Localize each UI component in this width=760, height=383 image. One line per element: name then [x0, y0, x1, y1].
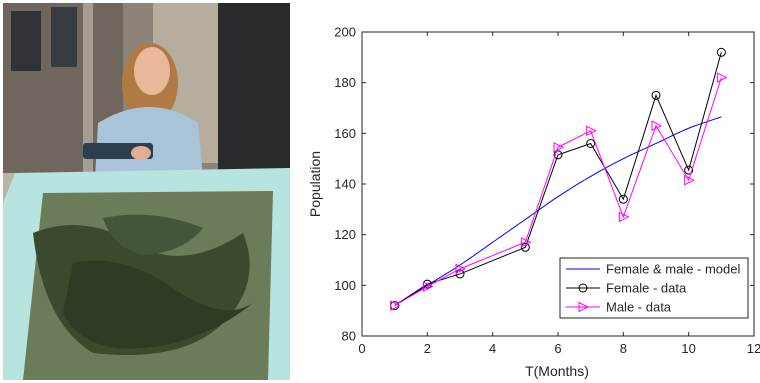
- y-axis-ticks: 80 100 120 140 160 180 200: [334, 25, 754, 344]
- series-line: [394, 116, 722, 307]
- data-point-triangle: [578, 301, 590, 313]
- data-point-circle: [586, 138, 596, 148]
- chart-legend: Female & male - model Female - data Male -…: [559, 257, 749, 319]
- data-point-triangle: [618, 211, 630, 223]
- series-1: [394, 116, 722, 307]
- data-point-triangle: [520, 236, 532, 248]
- researcher-photo-illustration: [3, 3, 290, 380]
- legend-item-1: Female & male - model: [566, 262, 740, 277]
- data-point-circle: [716, 47, 726, 57]
- data-point-circle: [618, 194, 628, 204]
- x-tick-label: 2: [424, 341, 431, 356]
- researcher-photo: [3, 3, 290, 380]
- data-point-circle: [684, 165, 694, 175]
- y-tick-label: 200: [334, 25, 356, 40]
- y-tick-label: 80: [342, 329, 356, 344]
- population-chart: 0 2 4 6 8 10 12 80 100 120 140 160 180 200 T(Months)…: [307, 25, 760, 380]
- series-3: [390, 72, 728, 311]
- data-point-circle: [578, 283, 588, 293]
- data-point-triangle: [586, 125, 597, 137]
- x-tick-label: 4: [489, 341, 496, 356]
- legend-label: Male - data: [606, 300, 672, 315]
- data-point-circle: [553, 150, 563, 160]
- x-tick-label: 8: [620, 341, 627, 356]
- x-tick-label: 12: [747, 341, 760, 356]
- y-tick-label: 120: [334, 227, 356, 242]
- x-axis-ticks: 0 2 4 6 8 10 12: [358, 32, 760, 356]
- data-point-triangle: [684, 174, 695, 186]
- data-point-triangle: [716, 72, 728, 83]
- series-line: [394, 77, 722, 307]
- data-point-triangle: [390, 300, 401, 311]
- series-layer: [390, 47, 728, 311]
- legend-label: Female - data: [606, 281, 687, 296]
- legend-item-2: Female - data: [566, 281, 687, 296]
- data-point-triangle: [553, 141, 565, 153]
- data-point-triangle: [455, 263, 467, 275]
- y-axis-label: Population: [307, 151, 323, 217]
- data-point-circle: [520, 242, 530, 252]
- y-tick-label: 100: [334, 278, 356, 293]
- x-tick-label: 6: [554, 341, 561, 356]
- legend-label: Female & male - model: [606, 262, 740, 277]
- y-tick-label: 140: [334, 177, 356, 192]
- data-point-circle: [455, 269, 465, 279]
- x-tick-label: 10: [681, 341, 695, 356]
- series-line: [394, 52, 722, 307]
- y-tick-label: 160: [334, 126, 356, 141]
- x-axis-label: T(Months): [525, 363, 589, 379]
- legend-item-3: Male - data: [566, 300, 672, 315]
- data-point-triangle: [651, 120, 663, 132]
- x-tick-label: 0: [358, 341, 365, 356]
- y-tick-label: 180: [334, 75, 356, 90]
- data-point-circle: [651, 90, 661, 100]
- data-point-triangle: [422, 281, 434, 292]
